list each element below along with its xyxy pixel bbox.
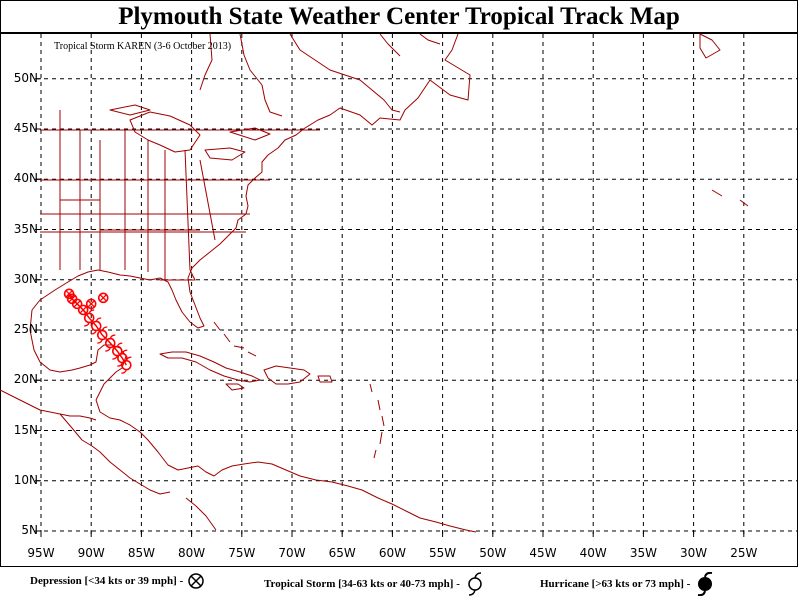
storm-track xyxy=(63,288,132,374)
land-outline xyxy=(225,383,245,391)
lon-label: 55W xyxy=(429,546,457,560)
land-outline xyxy=(95,399,215,477)
land-outline xyxy=(29,309,127,401)
land-outline xyxy=(204,147,246,161)
land-outline xyxy=(263,365,311,385)
lon-label: 30W xyxy=(680,546,708,560)
legend-depression: Depression [<34 kts or 39 mph] - xyxy=(30,572,205,590)
lat-label: 30N xyxy=(13,271,38,286)
depression-marker xyxy=(85,298,97,310)
land-outline xyxy=(317,375,333,383)
lat-label: 10N xyxy=(13,472,38,487)
lat-label: 15N xyxy=(13,422,38,437)
lon-label: 70W xyxy=(278,546,306,560)
legend-depression-label: Depression [<34 kts or 39 mph] - xyxy=(30,575,184,587)
land-outline xyxy=(129,111,201,153)
lon-label: 90W xyxy=(77,546,105,560)
land-outline xyxy=(699,33,721,59)
lon-label: 50W xyxy=(479,546,507,560)
land-outline xyxy=(40,129,320,233)
land-outline xyxy=(59,413,171,495)
land-outline xyxy=(213,321,257,357)
land-outline xyxy=(109,104,151,116)
land-outline xyxy=(60,199,200,281)
tropical-storm-marker xyxy=(83,309,95,327)
lat-label: 20N xyxy=(13,372,38,387)
lat-label: 5N xyxy=(21,523,38,537)
lon-label: 65W xyxy=(328,546,356,560)
land-outline xyxy=(199,33,401,117)
land-outline xyxy=(0,389,97,421)
depression-marker xyxy=(97,292,109,304)
lon-label: 95W xyxy=(27,546,55,560)
tropical-storm-marker xyxy=(112,342,123,360)
land-outline xyxy=(159,351,261,383)
lon-label: 35W xyxy=(629,546,657,560)
land-outline xyxy=(711,189,749,207)
lat-label: 25N xyxy=(13,322,38,336)
land-outline xyxy=(379,33,441,57)
intensity-legend: Depression [<34 kts or 39 mph] - Tropica… xyxy=(0,566,800,598)
lat-label: 50N xyxy=(13,70,38,85)
legend-hurricane: Hurricane [>63 kts or 73 mph] - xyxy=(540,572,716,596)
lat-lon-grid xyxy=(35,34,797,537)
hurricane-symbol-icon xyxy=(698,572,713,596)
depression-marker xyxy=(63,288,75,300)
map-border xyxy=(0,33,798,567)
lon-label: 85W xyxy=(127,546,155,560)
legend-storm-label: Tropical Storm [34-63 kts or 40-73 mph] … xyxy=(264,578,460,590)
lon-label: 75W xyxy=(228,546,256,560)
lon-label: 45W xyxy=(529,546,557,560)
legend-hurricane-label: Hurricane [>63 kts or 73 mph] - xyxy=(540,578,691,590)
land-outline xyxy=(213,461,477,533)
depression-symbol-icon xyxy=(188,573,204,589)
map-title: Plymouth State Weather Center Tropical T… xyxy=(0,0,798,33)
land-outline xyxy=(31,33,471,329)
depression-marker xyxy=(77,304,89,316)
legend-tropical-storm: Tropical Storm [34-63 kts or 40-73 mph] … xyxy=(264,572,486,596)
tropical-storm-marker xyxy=(117,349,128,367)
tropical-storm-marker xyxy=(96,326,108,344)
tropical-storm-symbol-icon xyxy=(468,572,482,596)
tropical-storm-marker xyxy=(90,317,102,335)
lat-label: 45N xyxy=(13,121,38,135)
coastline-outlines xyxy=(0,33,749,533)
lon-label: 25W xyxy=(730,546,758,560)
lat-label: 35N xyxy=(13,221,38,236)
land-outline xyxy=(185,497,217,531)
lon-label: 80W xyxy=(178,546,206,560)
land-outline xyxy=(229,127,271,141)
land-outline xyxy=(369,383,385,459)
lon-label: 60W xyxy=(378,546,406,560)
lat-label: 40N xyxy=(13,171,38,186)
storm-subtitle: Tropical Storm KAREN (3-6 October 2013) xyxy=(54,41,232,52)
tropical-storm-marker xyxy=(104,334,116,352)
lon-label: 40W xyxy=(579,546,607,560)
